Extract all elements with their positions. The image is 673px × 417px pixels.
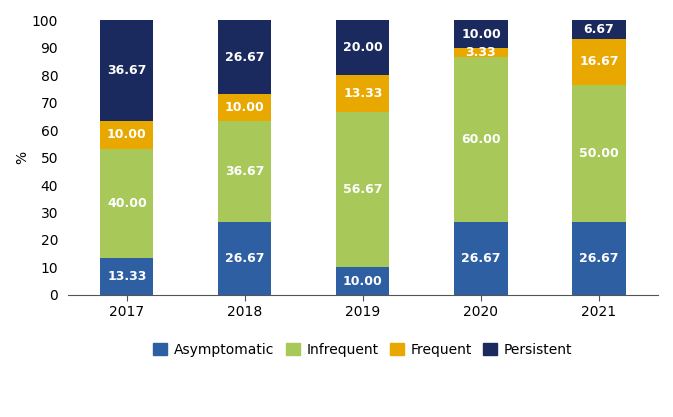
Text: 3.33: 3.33 bbox=[466, 46, 496, 59]
Bar bbox=[100, 258, 153, 295]
Bar bbox=[100, 148, 153, 258]
Text: 16.67: 16.67 bbox=[579, 55, 618, 68]
Text: 10.00: 10.00 bbox=[461, 28, 501, 41]
Bar bbox=[573, 222, 625, 295]
Text: 36.67: 36.67 bbox=[225, 165, 264, 178]
Text: 13.33: 13.33 bbox=[107, 270, 147, 283]
Bar bbox=[218, 121, 271, 222]
Text: 26.67: 26.67 bbox=[461, 252, 501, 265]
Legend: Asymptomatic, Infrequent, Frequent, Persistent: Asymptomatic, Infrequent, Frequent, Pers… bbox=[148, 337, 578, 362]
Text: 36.67: 36.67 bbox=[107, 64, 147, 77]
Bar bbox=[573, 85, 625, 222]
Bar bbox=[100, 121, 153, 148]
Bar bbox=[218, 20, 271, 94]
Bar bbox=[573, 20, 625, 39]
Bar bbox=[454, 48, 507, 57]
Bar bbox=[336, 20, 390, 75]
Bar bbox=[454, 20, 507, 48]
Text: 13.33: 13.33 bbox=[343, 87, 383, 100]
Text: 6.67: 6.67 bbox=[583, 23, 614, 36]
Text: 26.67: 26.67 bbox=[579, 252, 618, 265]
Bar bbox=[218, 94, 271, 121]
Text: 26.67: 26.67 bbox=[225, 252, 264, 265]
Text: 20.00: 20.00 bbox=[343, 41, 383, 55]
Bar bbox=[336, 267, 390, 295]
Text: 40.00: 40.00 bbox=[107, 197, 147, 210]
Text: 10.00: 10.00 bbox=[343, 275, 383, 288]
Text: 26.67: 26.67 bbox=[225, 50, 264, 63]
Text: 10.00: 10.00 bbox=[225, 101, 264, 114]
Bar bbox=[100, 20, 153, 121]
Bar bbox=[454, 222, 507, 295]
Y-axis label: %: % bbox=[15, 151, 29, 164]
Text: 56.67: 56.67 bbox=[343, 183, 383, 196]
Text: 60.00: 60.00 bbox=[461, 133, 501, 146]
Bar bbox=[218, 222, 271, 295]
Text: 50.00: 50.00 bbox=[579, 147, 619, 160]
Bar bbox=[336, 75, 390, 112]
Text: 10.00: 10.00 bbox=[107, 128, 147, 141]
Bar bbox=[573, 39, 625, 85]
Bar bbox=[454, 57, 507, 222]
Bar bbox=[336, 112, 390, 267]
